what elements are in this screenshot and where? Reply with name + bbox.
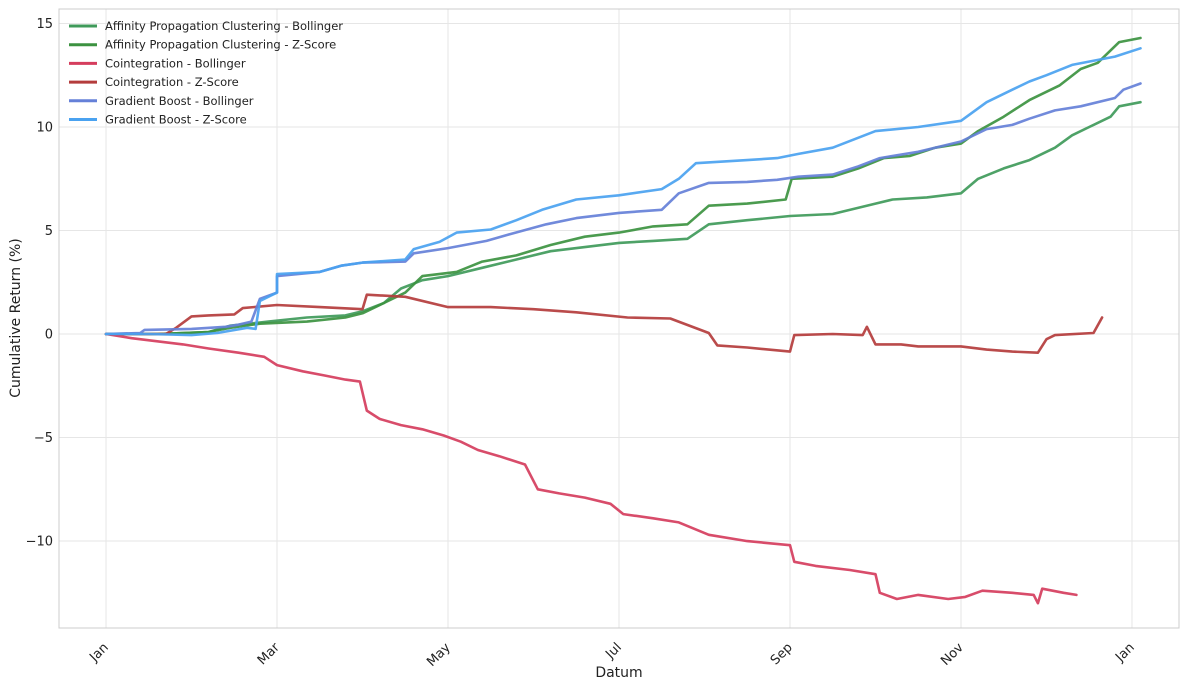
series-line-cointegration-bollinger [104,332,1078,605]
series-line-affinity-propagation-clustering-bollinger [104,100,1142,336]
y-tick-label: −5 [34,431,53,446]
y-tick-label: 15 [36,17,53,32]
legend-label: Gradient Boost - Z-Score [105,113,247,127]
x-tick-label: May [424,640,454,670]
x-axis-title: Datum [595,665,642,681]
series-line-affinity-propagation-clustering-z-score [104,36,1142,336]
x-tick-label: Mar [255,640,283,668]
legend-label: Gradient Boost - Bollinger [105,94,254,108]
y-tick-label: 10 [36,121,53,136]
x-tick-label: Jul [602,640,624,662]
plot-frame [58,8,1180,629]
legend-label: Cointegration - Bollinger [105,56,246,70]
legend-label: Cointegration - Z-Score [105,75,239,89]
y-tick-label: 5 [45,224,53,239]
y-tick-label: 0 [45,328,53,343]
x-tick-label: Jan [86,640,111,665]
legend: Affinity Propagation Clustering - Bollin… [69,19,343,127]
x-tick-label: Sep [768,640,796,668]
series-line-gradient-boost-z-score [104,47,1142,337]
x-tick-label: Jan [1112,640,1137,665]
legend-label: Affinity Propagation Clustering - Z-Scor… [105,38,336,52]
series-line-gradient-boost-bollinger [104,82,1142,336]
y-axis-title: Cumulative Return (%) [8,238,24,398]
x-tick-label: Nov [938,640,967,669]
series-line-cointegration-z-score [104,293,1104,354]
series-lines [104,36,1142,605]
y-tick-label: −10 [26,535,53,550]
legend-label: Affinity Propagation Clustering - Bollin… [105,19,343,33]
y-tick-labels: 15 10 5 0 −5 −10 [26,17,53,550]
x-gridlines [105,9,1133,628]
